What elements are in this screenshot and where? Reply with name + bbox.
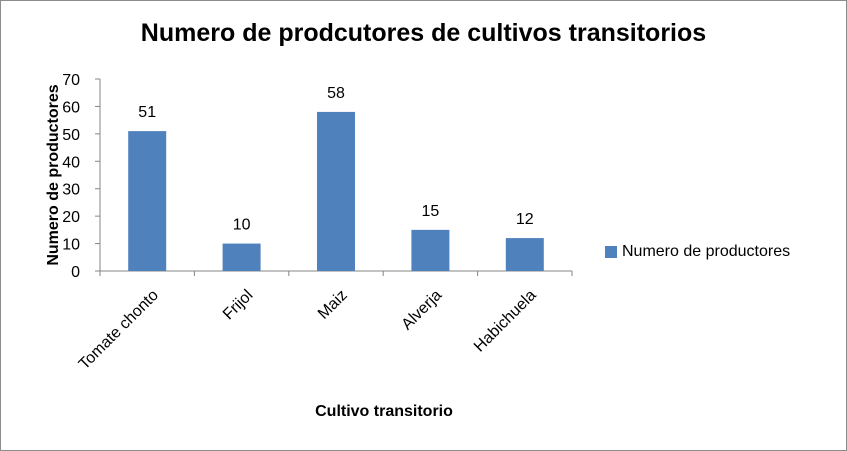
legend-swatch [605, 246, 617, 258]
y-tick-label: 0 [71, 264, 80, 281]
bar [222, 243, 261, 271]
y-axis-title: Numero de productores [45, 84, 62, 265]
data-label: 15 [422, 203, 440, 220]
data-label: 51 [138, 104, 156, 121]
x-tick-label: Alverja [399, 287, 446, 334]
x-tick-label: Habichuela [471, 287, 540, 356]
legend-label: Numero de productores [622, 243, 791, 260]
y-tick-label: 70 [62, 72, 80, 89]
bar [411, 229, 450, 271]
bar [505, 238, 544, 271]
chart-legend: Numero de productores [605, 243, 790, 261]
data-label: 10 [233, 217, 251, 234]
y-tick-label: 60 [62, 99, 80, 116]
y-tick-label: 20 [62, 209, 80, 226]
y-tick-label: 10 [62, 237, 80, 254]
y-tick-label: 50 [62, 127, 80, 144]
bar [128, 131, 167, 271]
bar [317, 111, 355, 272]
data-label: 12 [516, 211, 534, 228]
x-tick-label: Frijol [220, 287, 257, 324]
data-label: 58 [327, 85, 345, 102]
y-tick-label: 30 [62, 182, 80, 199]
x-tick-label: Tomate chonto [76, 287, 162, 373]
x-axis-title: Cultivo transitorio [315, 403, 453, 420]
x-tick-label: Maiz [315, 287, 351, 323]
y-tick-label: 40 [62, 154, 80, 171]
chart-title: Numero de prodcutores de cultivos transi… [140, 19, 707, 47]
